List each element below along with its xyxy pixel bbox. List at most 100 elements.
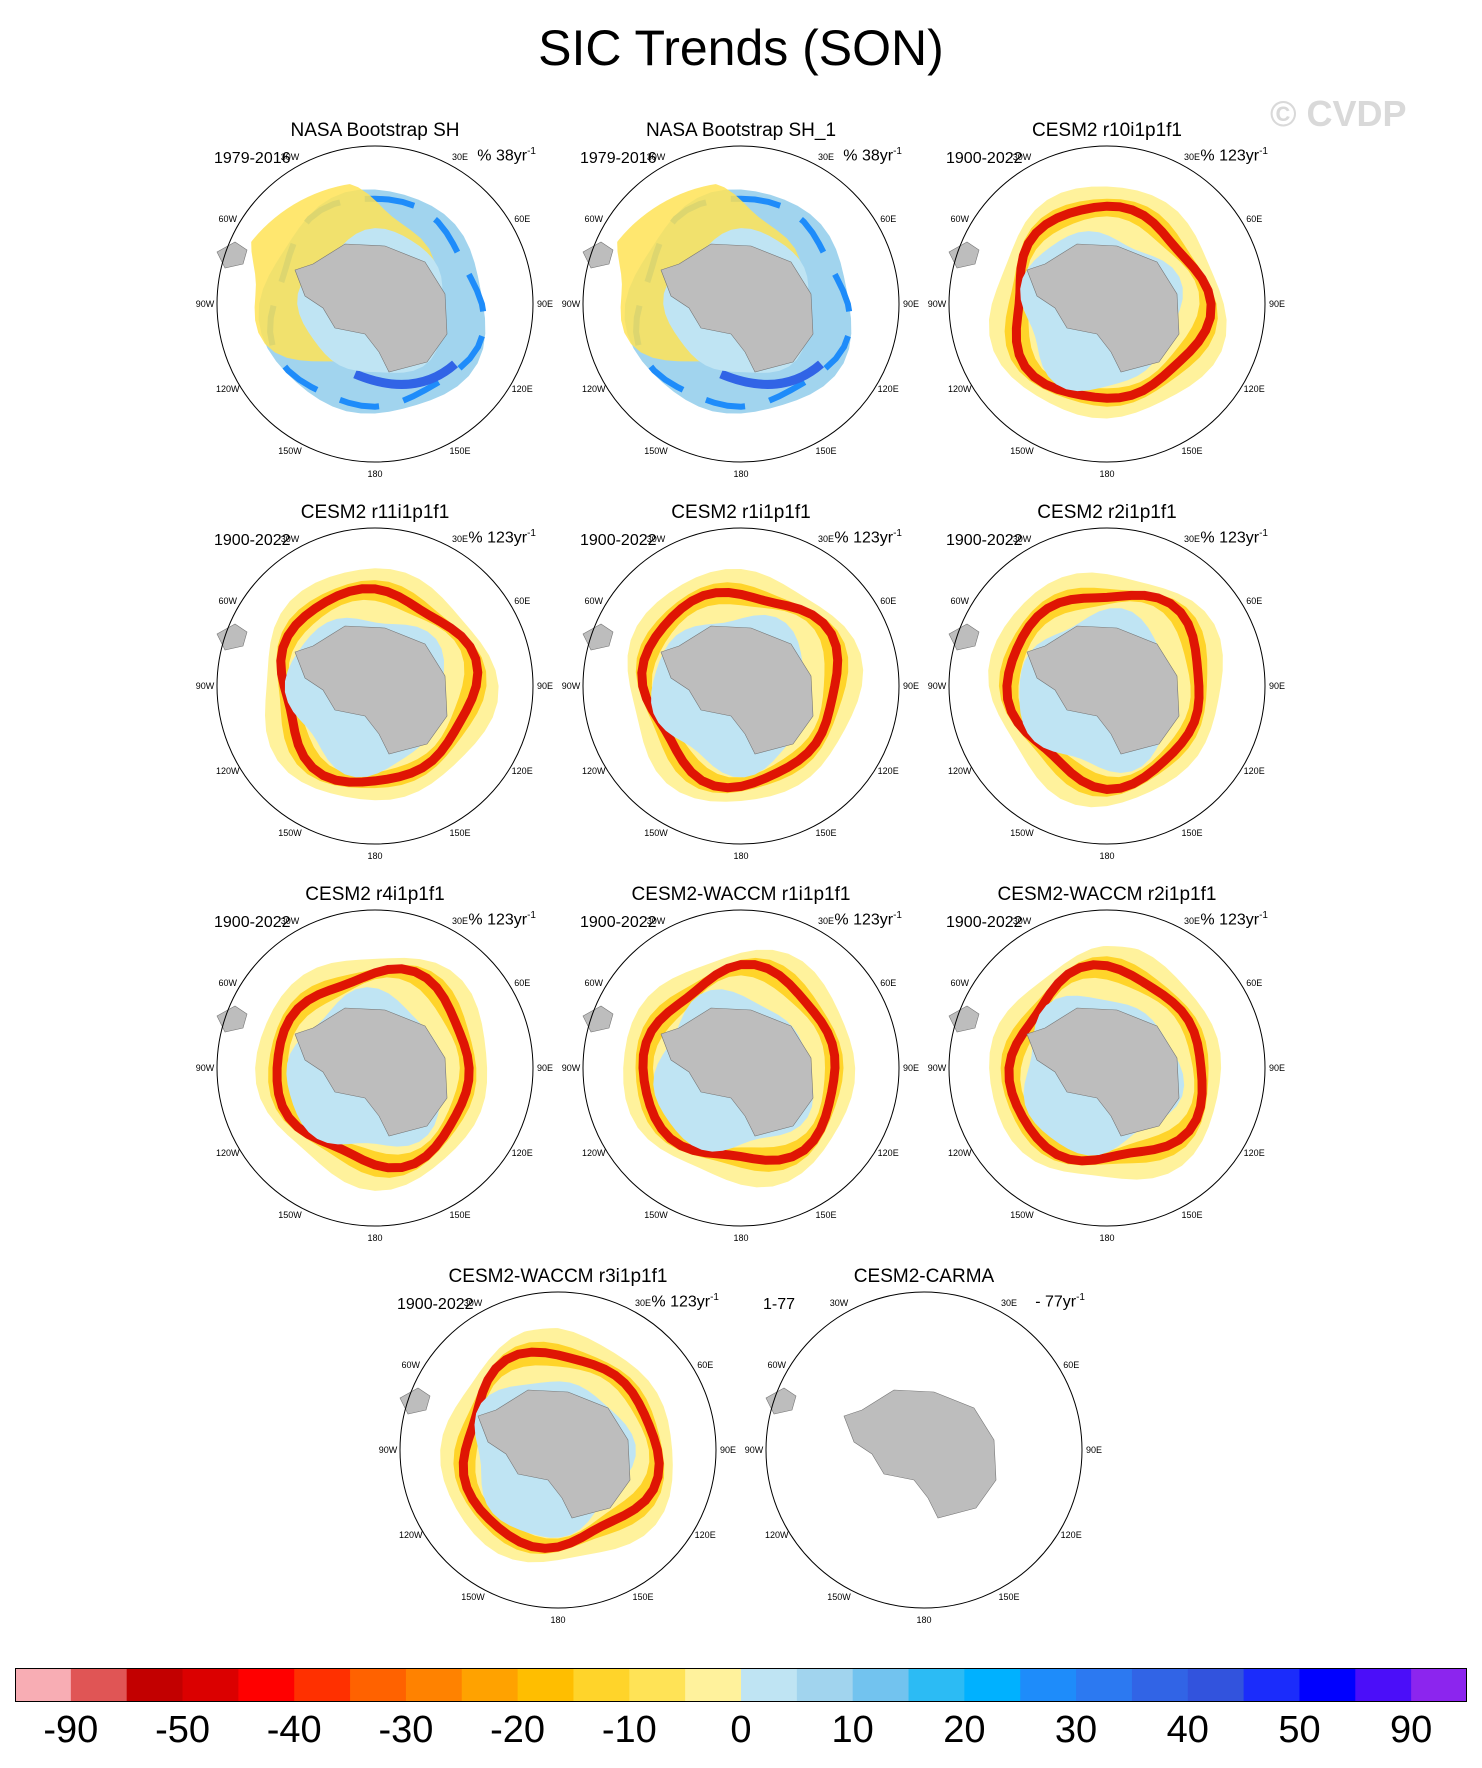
colorbar-bin xyxy=(1411,1668,1467,1702)
colorbar-bin xyxy=(629,1668,686,1702)
panel-title: CESM2-WACCM r1i1p1f1 xyxy=(631,884,851,905)
panel-units-exponent: -1 xyxy=(710,1292,719,1303)
longitude-label: 150E xyxy=(449,446,470,456)
colorbar-label: -20 xyxy=(490,1709,546,1751)
longitude-label: 120W xyxy=(765,1530,789,1540)
colorbar-bin xyxy=(685,1668,742,1702)
longitude-label: 150E xyxy=(449,1210,470,1220)
map-boundary xyxy=(582,527,900,845)
antarctica-landmass xyxy=(660,625,814,755)
polar-map: 030E60E90E120E150E180150W120W90W60W30W xyxy=(928,145,1285,479)
longitude-label: 60E xyxy=(514,596,530,606)
longitude-label: 120W xyxy=(582,384,606,394)
panel-units: % 123yr-1 xyxy=(1200,146,1268,165)
longitude-label: 120W xyxy=(582,766,606,776)
longitude-label: 60W xyxy=(402,1360,421,1370)
panel-units-exponent: -1 xyxy=(527,910,536,921)
panel-title: NASA Bootstrap SH xyxy=(290,120,460,141)
longitude-label: 120E xyxy=(878,766,899,776)
longitude-label: 90W xyxy=(928,299,947,309)
longitude-label: 30E xyxy=(1001,1298,1017,1308)
longitude-label: 120W xyxy=(399,1530,423,1540)
longitude-label: 180 xyxy=(733,851,748,861)
longitude-label: 60E xyxy=(514,214,530,224)
panel-period: 1-77 xyxy=(763,1296,796,1313)
colorbar-label: 90 xyxy=(1390,1709,1433,1751)
antarctica-landmass xyxy=(294,1007,448,1137)
colorbar-bin xyxy=(182,1668,239,1702)
longitude-label: 30E xyxy=(818,534,834,544)
longitude-label: 30W xyxy=(1013,152,1032,162)
longitude-label: 30W xyxy=(1013,916,1032,926)
longitude-label: 90W xyxy=(379,1445,398,1455)
longitude-label: 150W xyxy=(278,828,302,838)
longitude-label: 90W xyxy=(562,299,581,309)
longitude-label: 150W xyxy=(278,1210,302,1220)
panel-units-exponent: -1 xyxy=(893,910,902,921)
longitude-label: 120W xyxy=(216,384,240,394)
panel-title: CESM2 r10i1p1f1 xyxy=(1032,120,1182,141)
south-america-landmass xyxy=(582,241,614,269)
longitude-label: 150W xyxy=(1010,1210,1034,1220)
panel-title: CESM2 r11i1p1f1 xyxy=(300,502,450,523)
south-america-landmass xyxy=(765,1387,797,1415)
longitude-label: 150E xyxy=(815,446,836,456)
longitude-label: 60W xyxy=(768,1360,787,1370)
longitude-label: 30E xyxy=(818,152,834,162)
south-america-landmass xyxy=(582,623,614,651)
longitude-label: 60E xyxy=(1063,1360,1079,1370)
panel-units: % 123yr-1 xyxy=(834,910,902,929)
trend-field-strong xyxy=(458,1347,664,1553)
longitude-label: 180 xyxy=(367,469,382,479)
longitude-label: 150W xyxy=(827,1592,851,1602)
colorbar-bin xyxy=(350,1668,407,1702)
longitude-label: 150E xyxy=(1181,1210,1202,1220)
panel-units-exponent: -1 xyxy=(527,528,536,539)
longitude-label: 150E xyxy=(998,1592,1019,1602)
panel-title: CESM2 r2i1p1f1 xyxy=(1037,502,1177,523)
panel-units: % 38yr-1 xyxy=(843,146,902,165)
longitude-label: 90E xyxy=(537,299,553,309)
ross-sea-increase xyxy=(353,360,458,389)
longitude-label: 180 xyxy=(1099,469,1114,479)
longitude-label: 150W xyxy=(1010,446,1034,456)
longitude-label: 90E xyxy=(1269,299,1285,309)
antarctica-landmass xyxy=(294,625,448,755)
colorbar-label: 10 xyxy=(831,1709,874,1751)
panel-units-exponent: -1 xyxy=(1259,910,1268,921)
south-america-landmass xyxy=(948,1005,980,1033)
colorbar-bin xyxy=(1299,1668,1356,1702)
map-boundary xyxy=(216,145,534,463)
longitude-label: 30W xyxy=(647,534,666,544)
panel-title: CESM2-WACCM r3i1p1f1 xyxy=(448,1266,668,1287)
longitude-label: 90W xyxy=(196,681,215,691)
longitude-label: 30W xyxy=(464,1298,483,1308)
colorbar-bin xyxy=(1020,1668,1077,1702)
antarctica-landmass xyxy=(660,1007,814,1137)
map-boundary xyxy=(582,145,900,463)
longitude-label: 60W xyxy=(219,214,238,224)
longitude-label: 150E xyxy=(1181,446,1202,456)
longitude-label: 120W xyxy=(948,1148,972,1158)
polar-map: 030E60E90E120E150E180150W120W90W60W30W xyxy=(562,527,919,861)
longitude-label: 180 xyxy=(550,1615,565,1625)
longitude-label: 120E xyxy=(878,1148,899,1158)
colorbar-bin xyxy=(1131,1668,1189,1702)
longitude-label: 180 xyxy=(367,851,382,861)
longitude-label: 60W xyxy=(219,596,238,606)
panel-units-text: % 123yr xyxy=(468,529,528,547)
longitude-label: 30E xyxy=(818,916,834,926)
longitude-label: 60E xyxy=(697,1360,713,1370)
trend-field-strong xyxy=(637,587,843,793)
panel-period: 1900-2022 xyxy=(946,914,1023,931)
panel-units-text: % 123yr xyxy=(834,911,894,929)
longitude-label: 30W xyxy=(1013,534,1032,544)
panel-units: % 123yr-1 xyxy=(651,1292,719,1311)
map-boundary xyxy=(216,527,534,845)
colorbar-label: 40 xyxy=(1166,1709,1209,1751)
longitude-label: 60E xyxy=(1246,596,1262,606)
